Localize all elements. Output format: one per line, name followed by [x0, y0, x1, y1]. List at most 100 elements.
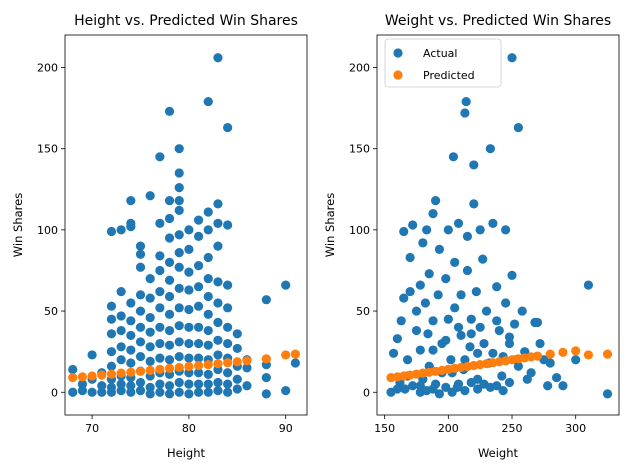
- data-point-actual: [145, 342, 155, 352]
- data-point-actual: [232, 329, 242, 339]
- data-point-predicted: [242, 356, 252, 366]
- data-point-actual: [399, 226, 409, 237]
- data-point-actual: [223, 322, 233, 332]
- data-point-actual: [423, 329, 433, 339]
- chart-title: Height vs. Predicted Win Shares: [74, 13, 298, 29]
- data-point-actual: [203, 273, 213, 284]
- x-tick-label: 250: [502, 422, 523, 435]
- data-point-actual: [155, 286, 165, 297]
- data-point-actual: [164, 213, 175, 224]
- data-point-actual: [174, 387, 184, 397]
- data-point-actual: [498, 386, 508, 396]
- data-point-actual: [400, 384, 410, 394]
- data-point-actual: [461, 96, 471, 107]
- data-point-actual: [492, 282, 502, 292]
- data-point-actual: [422, 225, 432, 235]
- data-point-actual: [174, 205, 184, 215]
- data-point-actual: [164, 389, 175, 399]
- data-point-actual: [456, 330, 466, 341]
- data-point-actual: [223, 220, 233, 230]
- data-point-predicted: [155, 364, 165, 374]
- data-point-actual: [184, 379, 194, 389]
- data-point-predicted: [232, 357, 242, 367]
- data-point-actual: [492, 381, 502, 391]
- data-point-actual: [174, 196, 184, 206]
- data-point-actual: [77, 386, 88, 396]
- y-axis-label: Win Shares: [11, 193, 25, 257]
- data-point-predicted: [184, 361, 194, 372]
- data-point-actual: [517, 306, 527, 316]
- data-point-actual: [193, 260, 204, 271]
- data-point-actual: [434, 389, 445, 399]
- data-point-actual: [203, 309, 213, 319]
- data-point-actual: [174, 144, 184, 154]
- data-point-actual: [106, 361, 117, 371]
- data-point-actual: [155, 218, 165, 228]
- data-point-actual: [116, 355, 126, 365]
- data-point-actual: [405, 286, 415, 297]
- data-point-actual: [232, 343, 242, 354]
- y-tick-label: 100: [37, 224, 58, 237]
- data-point-actual: [434, 244, 445, 254]
- data-point-actual: [106, 347, 117, 357]
- data-point-actual: [526, 368, 536, 378]
- data-point-actual: [126, 298, 136, 308]
- x-axis-label: Height: [167, 446, 206, 460]
- data-point-actual: [174, 337, 184, 347]
- data-point-actual: [155, 338, 165, 349]
- data-point-actual: [164, 257, 175, 267]
- y-tick-label: 150: [37, 143, 58, 156]
- x-tick-label: 80: [182, 422, 196, 435]
- x-tick-label: 150: [374, 422, 395, 435]
- data-point-actual: [145, 293, 155, 303]
- data-point-actual: [174, 262, 184, 272]
- data-point-actual: [203, 379, 213, 389]
- data-point-predicted: [106, 369, 117, 379]
- data-point-actual: [135, 262, 146, 272]
- data-point-actual: [145, 312, 155, 323]
- data-point-predicted: [116, 368, 126, 378]
- data-point-actual: [155, 303, 165, 313]
- data-point-predicted: [545, 349, 555, 359]
- data-point-actual: [501, 298, 511, 308]
- data-point-actual: [135, 351, 146, 362]
- data-point-actual: [428, 384, 438, 394]
- data-point-actual: [97, 381, 107, 391]
- data-point-actual: [504, 377, 515, 388]
- x-tick-label: 300: [565, 422, 586, 435]
- data-point-actual: [481, 306, 492, 316]
- data-point-actual: [223, 303, 233, 313]
- data-point-predicted: [203, 360, 213, 370]
- legend: Actual Predicted: [384, 38, 502, 88]
- data-point-actual: [145, 389, 155, 399]
- legend-label-actual: Actual: [423, 47, 457, 60]
- data-point-actual: [424, 269, 434, 279]
- data-point-actual: [466, 314, 476, 324]
- data-point-actual: [433, 290, 443, 300]
- data-point-actual: [213, 241, 223, 251]
- data-point-actual: [583, 280, 594, 290]
- data-point-actual: [116, 342, 126, 352]
- data-point-actual: [497, 371, 507, 381]
- data-point-actual: [126, 345, 136, 355]
- data-point-actual: [213, 377, 223, 388]
- data-point-predicted: [145, 365, 155, 375]
- data-point-actual: [68, 364, 78, 375]
- data-point-predicted: [97, 370, 107, 380]
- data-point-actual: [411, 306, 422, 316]
- data-point-actual: [164, 233, 175, 243]
- data-point-actual: [87, 350, 97, 360]
- data-point-actual: [509, 319, 520, 329]
- data-point-actual: [504, 338, 515, 349]
- data-point-actual: [223, 280, 233, 290]
- data-point-actual: [174, 248, 184, 258]
- data-point-predicted: [558, 347, 568, 357]
- data-point-actual: [223, 387, 233, 397]
- x-tick-label: 70: [85, 422, 99, 435]
- data-point-actual: [415, 280, 425, 290]
- data-point-actual: [184, 338, 194, 349]
- data-point-actual: [116, 311, 126, 321]
- data-point-actual: [184, 285, 194, 295]
- data-point-actual: [551, 373, 562, 383]
